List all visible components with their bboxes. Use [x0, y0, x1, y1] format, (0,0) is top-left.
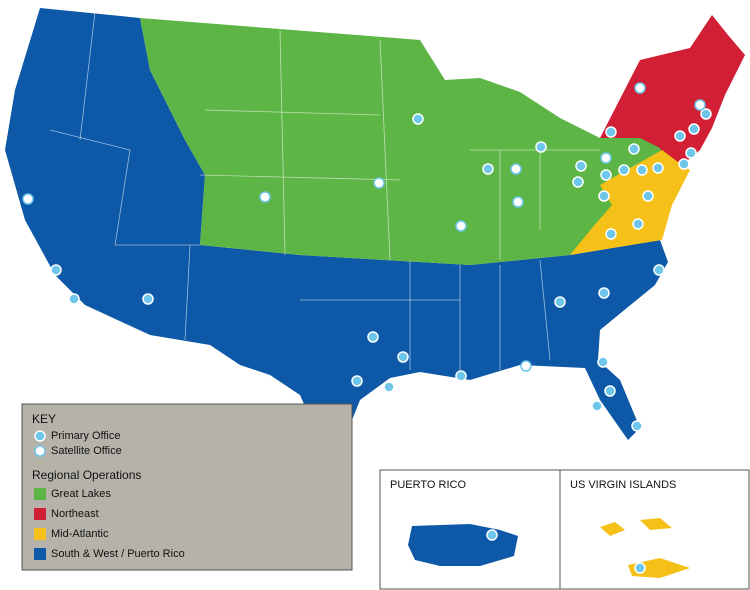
- satellite-office-icon: [34, 445, 46, 457]
- legend-label: South & West / Puerto Rico: [51, 548, 185, 560]
- primary-office-icon: [34, 430, 46, 442]
- legend-label: Mid-Atlantic: [51, 528, 109, 540]
- legend-subtitle: Regional Operations: [32, 468, 141, 482]
- region-mid-atlantic: [570, 150, 690, 255]
- legend-label: Northeast: [51, 508, 99, 520]
- office-markers: [22, 82, 712, 450]
- inset-puerto-rico: PUERTO RICO: [379, 469, 561, 590]
- legend: KEY Primary Office Satellite Office Regi…: [21, 403, 353, 571]
- legend-label: Satellite Office: [51, 445, 122, 457]
- legend-label: Great Lakes: [51, 488, 111, 500]
- region-swatch: [34, 548, 46, 560]
- st-john: [640, 518, 672, 530]
- region-swatch: [34, 488, 46, 500]
- inset-title: US VIRGIN ISLANDS: [570, 479, 676, 491]
- region-swatch: [34, 528, 46, 540]
- inset-title: PUERTO RICO: [390, 479, 466, 491]
- st-croix: [628, 558, 690, 578]
- region-great-lakes: [140, 18, 662, 265]
- legend-box: [21, 403, 353, 571]
- us-map: [5, 8, 745, 450]
- inset-virgin-islands: US VIRGIN ISLANDS: [559, 469, 750, 590]
- region-swatch: [34, 508, 46, 520]
- region-legend: Great Lakes Northeast Mid-Atlantic South & …: [34, 488, 185, 560]
- legend-title: KEY: [32, 412, 56, 426]
- region-northeast: [600, 15, 745, 165]
- state-lines: [49, 11, 600, 380]
- region-south-west: [5, 8, 668, 450]
- st-thomas: [600, 522, 625, 536]
- legend-label: Primary Office: [51, 430, 120, 442]
